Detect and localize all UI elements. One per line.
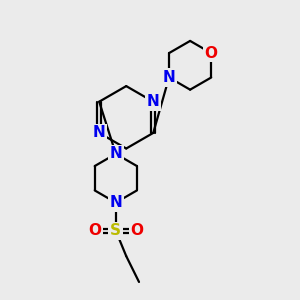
Text: N: N xyxy=(163,70,176,85)
Text: O: O xyxy=(88,223,101,238)
Text: N: N xyxy=(110,195,122,210)
Text: O: O xyxy=(205,46,218,61)
Text: N: N xyxy=(147,94,160,109)
Text: N: N xyxy=(110,146,122,161)
Text: O: O xyxy=(131,223,144,238)
Text: N: N xyxy=(93,125,106,140)
Text: S: S xyxy=(110,223,121,238)
